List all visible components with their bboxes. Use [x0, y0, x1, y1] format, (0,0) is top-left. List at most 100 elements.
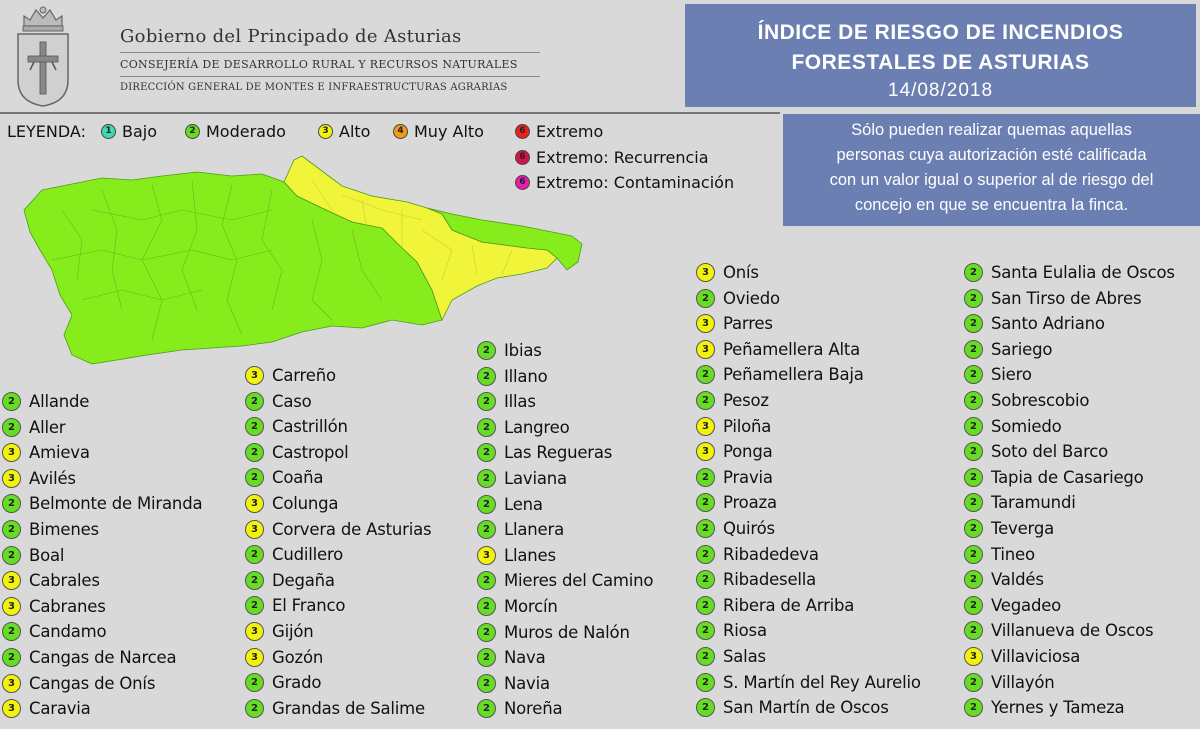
municipality-name: Ribadesella	[723, 570, 817, 590]
municipality-name: Parres	[723, 314, 773, 334]
risk-level-badge: 2	[964, 595, 983, 615]
legend-item-extremo: 6 Extremo	[515, 120, 603, 142]
legend-item-muy-alto: 4 Muy Alto	[393, 120, 484, 142]
risk-level-badge: 2	[696, 544, 715, 564]
municipality-name: Muros de Nalón	[504, 622, 630, 642]
risk-level-badge: 2	[477, 341, 496, 360]
risk-level-badge: 3	[696, 263, 715, 282]
municipality-name: Quirós	[723, 519, 775, 538]
municipality-name: Allande	[29, 392, 90, 411]
risk-level-badge: 3	[696, 442, 715, 462]
ministry-name: CONSEJERÍA DE DESARROLLO RURAL Y RECURSO…	[120, 58, 518, 71]
risk-level-badge: 2	[696, 493, 715, 513]
legend-item-extremo-contaminacion: 6 Extremo: Contaminación	[515, 171, 734, 193]
municipality-name: Ribadedeva	[723, 544, 819, 564]
municipality-name: El Franco	[272, 596, 346, 616]
risk-level-badge: 2	[477, 443, 496, 463]
municipality-row: 2 El Franco	[245, 593, 345, 618]
municipality-row: 3 Caravia	[2, 696, 91, 721]
municipality-row: 2 Belmonte de Miranda	[2, 491, 203, 516]
municipality-row: 2 Llanera	[477, 517, 564, 542]
risk-4-icon: 4	[393, 123, 408, 139]
risk-level-badge: 2	[245, 673, 264, 693]
municipality-row: 2 Nava	[477, 645, 546, 670]
municipality-row: 3 Parres	[696, 311, 773, 336]
divider	[120, 76, 540, 77]
directorate-name: DIRECCIÓN GENERAL DE MONTES E INFRAESTRU…	[120, 82, 508, 93]
municipality-name: Caravia	[29, 699, 91, 719]
municipality-row: 2 Peñamellera Baja	[696, 362, 864, 387]
risk-level-badge: 2	[964, 263, 983, 282]
municipality-row: 3 Llanes	[477, 543, 556, 568]
municipality-name: Villaviciosa	[991, 647, 1081, 666]
municipality-row: 2 Tapia de Casariego	[964, 465, 1144, 490]
municipality-name: Teverga	[991, 519, 1055, 538]
municipality-name: Gijón	[272, 622, 314, 641]
municipality-row: 3 Ponga	[696, 439, 773, 464]
municipality-name: Castropol	[272, 442, 349, 462]
header-divider	[0, 112, 780, 114]
municipality-name: Lena	[504, 494, 543, 514]
asturias-risk-map	[23, 155, 583, 365]
municipality-row: 2 Morcín	[477, 594, 558, 619]
risk-6-contamination-icon: 6	[515, 174, 530, 190]
risk-1-icon: 1	[101, 123, 116, 139]
municipality-row: 3 Cangas de Onís	[2, 671, 155, 696]
risk-level-badge: 2	[245, 596, 264, 616]
legend-item-extremo-recurrencia: 6 Extremo: Recurrencia	[515, 146, 709, 168]
municipality-row: 2 Langreo	[477, 415, 570, 440]
municipality-name: Yernes y Tameza	[991, 698, 1125, 718]
municipality-row: 2 Allande	[2, 389, 89, 414]
municipality-name: Bimenes	[29, 520, 99, 539]
risk-level-badge: 2	[964, 621, 983, 641]
risk-level-badge: 2	[245, 570, 264, 590]
municipality-row: 2 Villanueva de Oscos	[964, 618, 1154, 643]
risk-level-badge: 3	[245, 519, 264, 539]
municipality-name: Santa Eulalia de Oscos	[991, 263, 1175, 282]
municipality-row: 2 Candamo	[2, 619, 107, 644]
municipality-name: Oviedo	[723, 288, 780, 308]
municipality-name: Peñamellera Alta	[723, 339, 861, 359]
risk-level-badge: 3	[696, 416, 715, 436]
municipality-name: Salas	[723, 647, 766, 666]
municipality-name: Caso	[272, 391, 312, 411]
risk-level-badge: 2	[477, 597, 496, 616]
municipality-row: 2 Yernes y Tameza	[964, 695, 1125, 720]
municipality-name: Cudillero	[272, 545, 344, 565]
risk-level-badge: 2	[2, 648, 21, 667]
report-date: 14/08/2018	[887, 80, 994, 101]
risk-level-badge: 2	[477, 622, 496, 642]
municipality-row: 2 Castropol	[245, 440, 349, 465]
map-region-green-east	[426, 207, 583, 271]
municipality-row: 2 Cudillero	[245, 542, 343, 567]
municipality-row: 2 Caso	[245, 389, 312, 414]
header: Gobierno del Principado de Asturias CONS…	[0, 0, 1200, 114]
risk-level-badge: 2	[964, 493, 983, 513]
risk-level-badge: 2	[696, 288, 715, 308]
municipality-row: 3 Colunga	[245, 491, 339, 516]
municipality-name: Taramundi	[991, 493, 1076, 513]
municipality-name: Riosa	[723, 621, 767, 641]
municipality-name: Laviana	[504, 469, 567, 488]
municipality-name: Piloña	[723, 416, 772, 436]
municipality-row: 3 Gozón	[245, 645, 323, 670]
risk-level-badge: 2	[477, 673, 496, 693]
risk-level-badge: 3	[2, 596, 21, 616]
risk-level-badge: 3	[245, 647, 264, 667]
divider	[120, 52, 540, 53]
municipality-row: 3 Cabrales	[2, 568, 100, 593]
risk-level-badge: 2	[696, 519, 715, 538]
municipality-name: Las Regueras	[504, 443, 613, 463]
municipality-name: Siero	[991, 365, 1032, 385]
municipality-name: Tapia de Casariego	[991, 467, 1144, 487]
risk-level-badge: 2	[696, 698, 715, 718]
risk-level-badge: 2	[2, 545, 21, 565]
risk-level-badge: 2	[964, 442, 983, 462]
risk-level-badge: 3	[2, 571, 21, 591]
risk-level-badge: 2	[477, 366, 496, 386]
municipality-name: Cangas de Narcea	[29, 648, 177, 667]
municipality-row: 2 Aller	[2, 415, 66, 440]
municipality-name: Villanueva de Oscos	[991, 621, 1154, 641]
municipality-name: Degaña	[272, 570, 335, 590]
notice-line: concejo en que se encuentra la finca.	[854, 196, 1129, 214]
